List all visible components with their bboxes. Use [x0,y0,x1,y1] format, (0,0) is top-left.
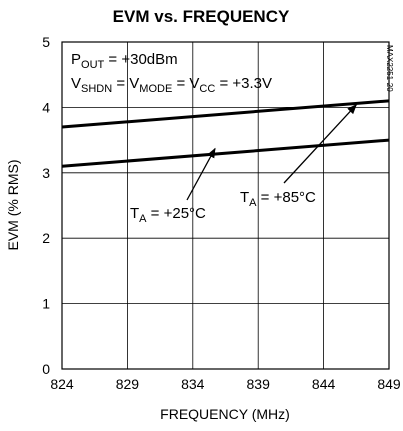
x-tick-label: 824 [50,376,74,392]
x-tick-label: 839 [247,376,271,392]
condition-line-1: POUT = +30dBm [71,51,178,71]
y-tick-label: 1 [42,296,50,312]
y-axis-label: EVM (% RMS) [5,160,21,251]
series-line-1 [61,99,390,129]
part-number: MAX2251-20 [385,45,394,92]
y-tick-label: 2 [42,230,50,246]
series-line-0 [61,138,390,168]
plot-frame [61,41,390,370]
y-tick-labels: 0 1 2 3 4 5 [42,34,50,377]
x-tick-labels: 824 829 834 839 844 849 [50,376,401,392]
y-tick-label: 4 [42,99,50,115]
x-tick-label: 834 [181,376,205,392]
x-tick-label: 849 [377,376,401,392]
x-tick-label: 829 [116,376,140,392]
y-tick-label: 0 [42,361,50,377]
annotation-85c: TA = +85°C [240,189,316,209]
condition-line-2: VSHDN = VMODE = VCC = +3.3V [71,75,272,95]
annotation-85c-arrow [283,104,357,184]
chart-title: EVM vs. FREQUENCY [113,7,290,26]
annotation-25c-arrow [186,147,216,201]
x-tick-label: 844 [312,376,336,392]
annotation-25c: TA = +25°C [130,205,206,225]
y-tick-label: 3 [42,165,50,181]
y-tick-label: 5 [42,34,50,50]
series-layer [61,99,390,168]
x-axis-label: FREQUENCY (MHz) [160,406,290,422]
